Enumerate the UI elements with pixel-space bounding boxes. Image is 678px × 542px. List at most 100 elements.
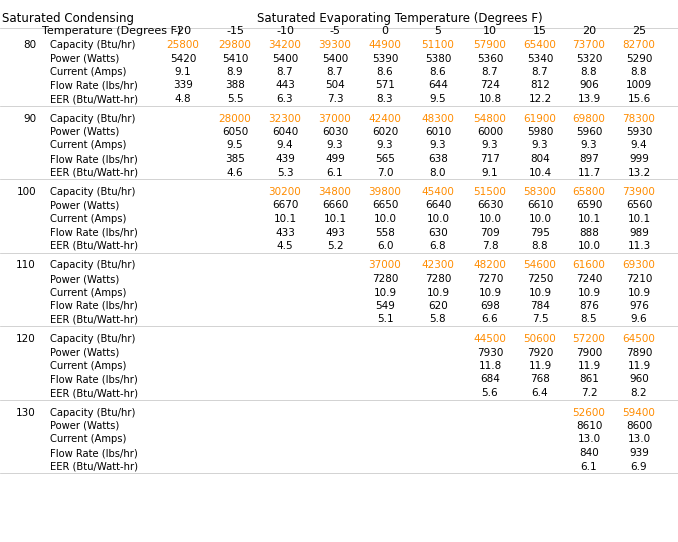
Text: EER (Btu/Watt-hr): EER (Btu/Watt-hr) (50, 167, 138, 177)
Text: 32300: 32300 (268, 113, 302, 124)
Text: 10.0: 10.0 (426, 214, 450, 224)
Text: Current (Amps): Current (Amps) (50, 287, 126, 298)
Text: 8.5: 8.5 (580, 314, 597, 325)
Text: 6670: 6670 (272, 201, 298, 210)
Text: 48200: 48200 (473, 261, 506, 270)
Text: 37000: 37000 (369, 261, 401, 270)
Text: 8.7: 8.7 (481, 67, 498, 77)
Text: Current (Amps): Current (Amps) (50, 214, 126, 224)
Text: 999: 999 (629, 154, 649, 164)
Text: 57900: 57900 (473, 40, 506, 50)
Text: 11.7: 11.7 (578, 167, 601, 177)
Text: 4.6: 4.6 (226, 167, 243, 177)
Text: 10.0: 10.0 (479, 214, 502, 224)
Text: 9.4: 9.4 (631, 140, 647, 151)
Text: 10: 10 (483, 26, 497, 36)
Text: 57200: 57200 (572, 334, 605, 344)
Text: 5.1: 5.1 (377, 314, 393, 325)
Text: 7890: 7890 (626, 347, 652, 358)
Text: 724: 724 (480, 81, 500, 91)
Text: 784: 784 (530, 301, 550, 311)
Text: 558: 558 (375, 228, 395, 237)
Text: 34800: 34800 (319, 187, 351, 197)
Text: 44500: 44500 (473, 334, 506, 344)
Text: 110: 110 (16, 261, 36, 270)
Text: 10.0: 10.0 (374, 214, 397, 224)
Text: 42300: 42300 (422, 261, 454, 270)
Text: 1009: 1009 (626, 81, 652, 91)
Text: 65800: 65800 (572, 187, 605, 197)
Text: 8.8: 8.8 (631, 67, 647, 77)
Text: 8.6: 8.6 (377, 67, 393, 77)
Text: 8.7: 8.7 (532, 67, 549, 77)
Text: 6030: 6030 (322, 127, 348, 137)
Text: 51500: 51500 (473, 187, 506, 197)
Text: 7.8: 7.8 (481, 241, 498, 251)
Text: 13.2: 13.2 (627, 167, 651, 177)
Text: 28000: 28000 (218, 113, 252, 124)
Text: 630: 630 (428, 228, 448, 237)
Text: 10.0: 10.0 (528, 214, 551, 224)
Text: 5.3: 5.3 (277, 167, 294, 177)
Text: 7.5: 7.5 (532, 314, 549, 325)
Text: 717: 717 (480, 154, 500, 164)
Text: 0: 0 (382, 26, 388, 36)
Text: -20: -20 (174, 26, 192, 36)
Text: 6610: 6610 (527, 201, 553, 210)
Text: 59400: 59400 (622, 408, 656, 417)
Text: 6.6: 6.6 (481, 314, 498, 325)
Text: 6660: 6660 (322, 201, 348, 210)
Text: 960: 960 (629, 375, 649, 384)
Text: 5930: 5930 (626, 127, 652, 137)
Text: 64500: 64500 (622, 334, 656, 344)
Text: 644: 644 (428, 81, 448, 91)
Text: 13.0: 13.0 (627, 435, 651, 444)
Text: 7240: 7240 (576, 274, 602, 284)
Text: 10.0: 10.0 (578, 241, 601, 251)
Text: 989: 989 (629, 228, 649, 237)
Text: 388: 388 (225, 81, 245, 91)
Text: 6050: 6050 (222, 127, 248, 137)
Text: 13.0: 13.0 (578, 435, 601, 444)
Text: 7280: 7280 (372, 274, 398, 284)
Text: 5320: 5320 (576, 54, 602, 63)
Text: 5.5: 5.5 (226, 94, 243, 104)
Text: Capacity (Btu/hr): Capacity (Btu/hr) (50, 40, 136, 50)
Text: 9.5: 9.5 (226, 140, 243, 151)
Text: 493: 493 (325, 228, 345, 237)
Text: 7280: 7280 (425, 274, 451, 284)
Text: 11.8: 11.8 (479, 361, 502, 371)
Text: 8.7: 8.7 (277, 67, 294, 77)
Text: 7210: 7210 (626, 274, 652, 284)
Text: 5400: 5400 (272, 54, 298, 63)
Text: 5420: 5420 (170, 54, 196, 63)
Text: 9.5: 9.5 (430, 94, 446, 104)
Text: 565: 565 (375, 154, 395, 164)
Text: 8610: 8610 (576, 421, 602, 431)
Text: Current (Amps): Current (Amps) (50, 361, 126, 371)
Text: 385: 385 (225, 154, 245, 164)
Text: 48300: 48300 (422, 113, 454, 124)
Text: Flow Rate (lbs/hr): Flow Rate (lbs/hr) (50, 301, 138, 311)
Text: 8.9: 8.9 (226, 67, 243, 77)
Text: 5340: 5340 (527, 54, 553, 63)
Text: 8.0: 8.0 (430, 167, 446, 177)
Text: Flow Rate (lbs/hr): Flow Rate (lbs/hr) (50, 448, 138, 458)
Text: Saturated Condensing: Saturated Condensing (2, 12, 134, 25)
Text: 840: 840 (579, 448, 599, 458)
Text: Power (Watts): Power (Watts) (50, 201, 119, 210)
Text: 45400: 45400 (422, 187, 454, 197)
Text: Capacity (Btu/hr): Capacity (Btu/hr) (50, 261, 136, 270)
Text: 7.0: 7.0 (377, 167, 393, 177)
Text: 12.2: 12.2 (528, 94, 552, 104)
Text: 9.3: 9.3 (377, 140, 393, 151)
Text: 11.3: 11.3 (627, 241, 651, 251)
Text: 9.3: 9.3 (481, 140, 498, 151)
Text: 8600: 8600 (626, 421, 652, 431)
Text: 5380: 5380 (425, 54, 451, 63)
Text: 10.9: 10.9 (479, 287, 502, 298)
Text: 80: 80 (23, 40, 36, 50)
Text: 5390: 5390 (372, 54, 398, 63)
Text: 11.9: 11.9 (578, 361, 601, 371)
Text: 876: 876 (579, 301, 599, 311)
